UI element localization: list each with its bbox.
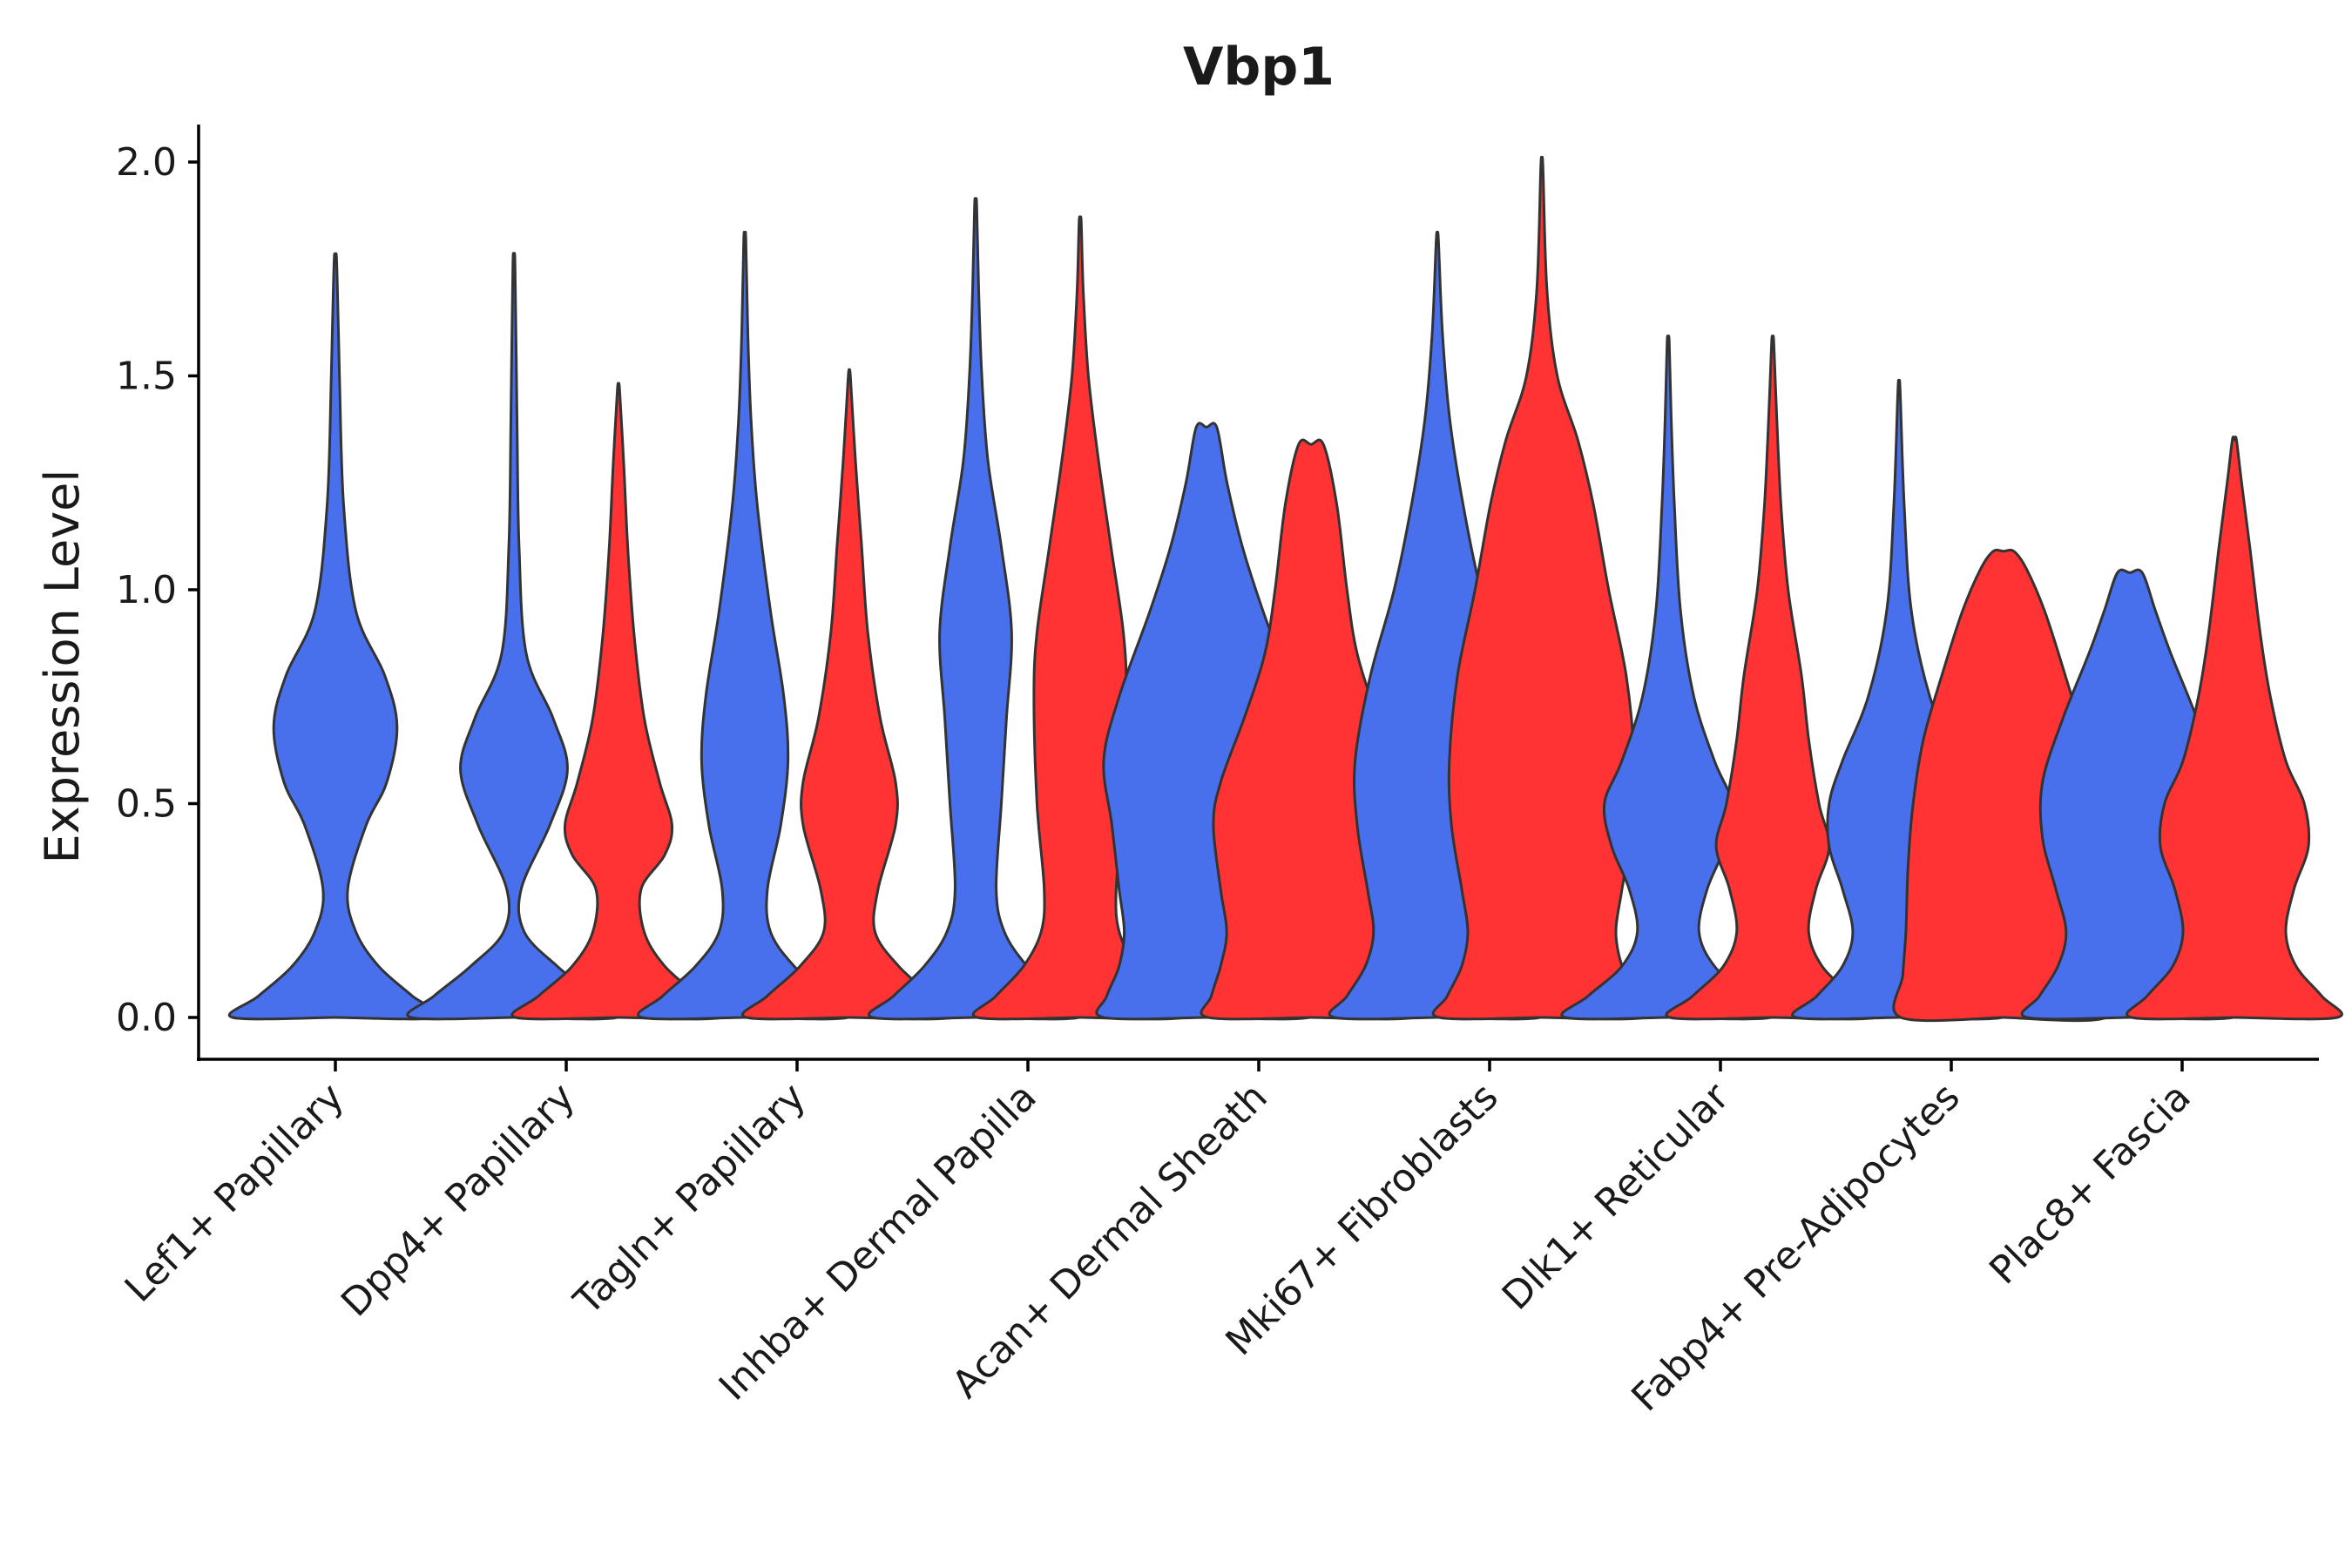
- y-tick-label: 1.0: [116, 568, 177, 612]
- violin-dpp4-papillary-a: [406, 252, 622, 1021]
- violin-lef1-papillary-a: [227, 252, 443, 1021]
- violin-dpp4-papillary-b: [510, 382, 727, 1021]
- violin-layer: [227, 155, 2343, 1023]
- y-tick-label: 0.5: [116, 782, 177, 827]
- violin-dlk1-reticular-b: [1665, 335, 1881, 1021]
- y-tick-label: 0.0: [116, 996, 177, 1040]
- y-tick-label: 2.0: [116, 140, 177, 185]
- x-tick-label: Dlk1+ Reticular: [1494, 1074, 1739, 1319]
- y-ticks: 0.0 0.5 1.0 1.5 2.0: [116, 140, 199, 1040]
- y-tick-label: 1.5: [116, 355, 177, 399]
- y-axis-label: Expression Level: [35, 470, 90, 864]
- x-tick-label: Tagln+ Papillary: [565, 1075, 814, 1324]
- x-tick-label: Plac8+ Fascia: [1981, 1075, 2200, 1294]
- violin-plac8-fascia-b: [2126, 436, 2343, 1021]
- chart-title: Vbp1: [1183, 37, 1335, 98]
- x-tick-label: Dpp4+ Papillary: [333, 1075, 584, 1326]
- violin-tagln-papillary-b: [741, 368, 957, 1021]
- violin-tagln-papillary-a: [637, 230, 853, 1021]
- x-tick-label: Lef1+ Papillary: [117, 1075, 353, 1311]
- violin-inhba-dermal-papilla-a: [868, 197, 1084, 1021]
- violin-inhba-dermal-papilla-b: [971, 215, 1189, 1021]
